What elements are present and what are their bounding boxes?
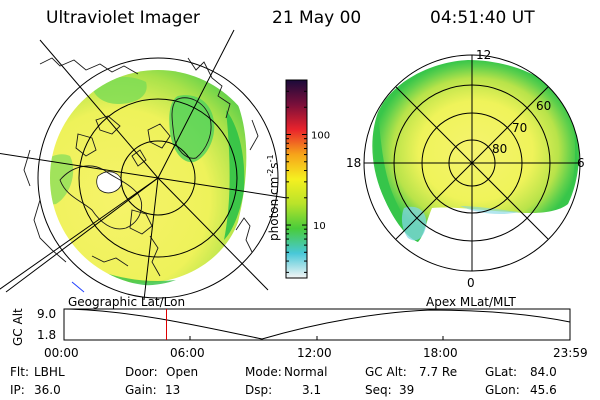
geo-coastlines [23,57,259,277]
status-gain-value: 13 [165,383,180,397]
mlt-label-18: 18 [346,156,361,170]
status-glat-value: 84.0 [530,365,557,379]
colorbar-tick-10: 10 [313,221,326,232]
colorbar-frame [285,79,308,279]
status-panel: Flt: LBHL IP: 36.0 Door: Open Gain: 13 M… [10,365,557,397]
colorbar-units-s: s [267,162,281,168]
status-glon-label: GLon: [485,383,520,397]
mlat-label-80: 80 [492,142,507,156]
mag-grid [363,54,581,272]
mlt-label-6: 6 [577,156,585,170]
x-ticks [63,336,571,340]
y-tick-9: 9.0 [37,307,56,321]
status-gcalt-value: 7.7 Re [419,365,457,379]
mag-lat-labels: 60 70 80 [492,99,551,156]
status-glat-label: GLat: [485,365,517,379]
status-gain-label: Gain: [125,383,157,397]
status-dsp-label: Dsp: [245,383,272,397]
status-mode-label: Mode: [245,365,282,379]
instrument-title: Ultraviolet Imager [46,8,200,28]
geo-blue-tick [71,281,85,293]
apex-map-caption: Apex MLat/MLT [426,295,516,309]
colorbar-ticks [286,79,307,273]
x-tick-0600: 06:00 [170,346,205,360]
colorbar-units-exp1: -2 [266,169,275,177]
mag-image-blob [372,60,580,242]
status-seq-value: 39 [399,383,414,397]
geo-land-west [50,154,74,205]
mlat-label-60: 60 [536,99,551,113]
status-mode-value: Normal [284,365,327,379]
colorbar-tick-100: 100 [311,131,330,142]
mlt-label-12: 12 [476,48,491,62]
mlat-label-70: 70 [512,121,527,135]
altitude-ylabel: GC Alt [11,308,25,346]
x-tick-1800: 18:00 [423,346,458,360]
status-filter-value: LBHL [34,365,65,379]
status-ip-value: 36.0 [34,383,61,397]
x-tick-2359: 23:59 [553,346,588,360]
mlt-label-0: 0 [467,276,475,290]
y-tick-1-8: 1.8 [37,328,56,342]
status-door-value: Open [166,365,198,379]
status-glon-value: 45.6 [530,383,557,397]
colorbar-units-base: photon cm [267,177,281,241]
altitude-curve [63,308,571,340]
status-seq-label: Seq: [365,383,392,397]
apex-map: 60 70 80 12 18 6 0 [346,48,585,290]
geo-land-north [92,76,147,104]
colorbar-swatch [286,80,307,278]
geographic-map [0,29,301,301]
status-door-label: Door: [125,365,158,379]
x-tick-0000: 00:00 [44,346,79,360]
x-tick-1200: 12:00 [297,346,332,360]
altitude-plot: Geographic Lat/Lon Apex MLat/MLT GC Alt … [11,295,588,360]
status-gcalt-label: GC Alt: [365,365,407,379]
geo-graticule [0,29,301,301]
geo-map-caption: Geographic Lat/Lon [68,295,185,309]
status-dsp-value: 3.1 [302,383,321,397]
mag-rim-west [374,112,418,242]
colorbar-units-exp2: -1 [266,154,275,162]
status-filter-label: Flt: [10,365,29,379]
status-ip-label: IP: [10,383,25,397]
colorbar-units: photon cm-2s-1 [266,154,281,241]
colorbar: 100 10 photon cm-2s-1 [266,79,330,279]
geo-land-greenland [169,95,215,163]
date-label: 21 May 00 [272,8,361,28]
time-label: 04:51:40 UT [430,8,535,28]
mag-mlt-labels: 12 18 6 0 [346,48,585,290]
